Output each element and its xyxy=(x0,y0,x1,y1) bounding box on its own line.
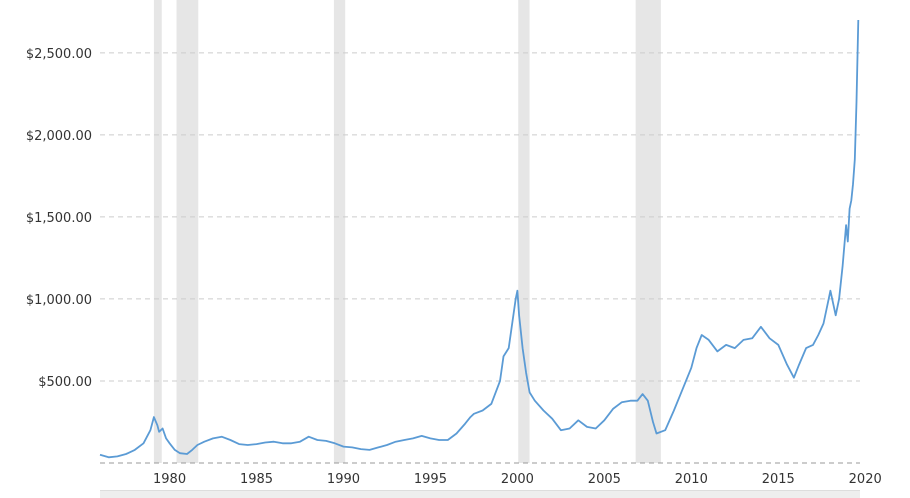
x-tick-label: 2000 xyxy=(501,472,534,487)
chart-scrollbar[interactable] xyxy=(100,490,860,498)
y-tick-label: $2,000.00 xyxy=(26,129,92,144)
gridlines xyxy=(100,52,860,382)
y-tick-label: $1,500.00 xyxy=(26,211,92,226)
recession-band xyxy=(176,0,199,463)
recession-bands xyxy=(153,0,661,463)
recession-band xyxy=(333,0,346,463)
recession-band xyxy=(518,0,530,463)
y-tick-label: $1,000.00 xyxy=(26,293,92,308)
x-tick-label: 1990 xyxy=(327,472,360,487)
x-tick-label: 1995 xyxy=(414,472,447,487)
x-tick-label: 1985 xyxy=(240,472,273,487)
recession-band xyxy=(153,0,162,463)
series-line-layer xyxy=(99,19,860,459)
y-tick-label: $500.00 xyxy=(38,375,92,390)
recession-band xyxy=(635,0,661,463)
x-tick-label: 1980 xyxy=(153,472,186,487)
x-tick-label: 2015 xyxy=(762,472,795,487)
y-axis-tick-labels: $500.00 $1,000.00 $1,500.00 $2,000.00 $2,500… xyxy=(26,47,92,390)
x-tick-label: 2020 xyxy=(849,472,882,487)
x-tick-label: 2005 xyxy=(588,472,621,487)
y-tick-label: $2,500.00 xyxy=(26,47,92,62)
x-axis-tick-labels: 1980 1985 1990 1995 2000 2005 2010 2015 2020 xyxy=(153,472,882,487)
x-tick-label: 2010 xyxy=(675,472,708,487)
series-line xyxy=(99,19,860,459)
